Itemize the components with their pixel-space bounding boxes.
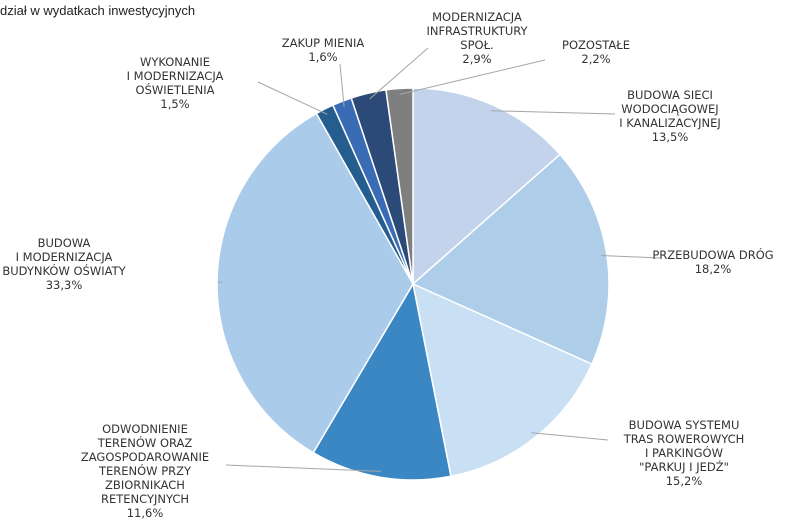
data-label: PRZEBUDOWA DRÓG 18,2%: [652, 248, 773, 276]
data-label: ODWODNIENIE TERENÓW ORAZ ZAGOSPODAROWANI…: [81, 422, 209, 520]
leader-line: [339, 63, 345, 107]
value-label: 2,2%: [581, 52, 611, 66]
pie-slice: [411, 282, 593, 478]
value-label: 13,5%: [651, 130, 689, 144]
chart-title: dział w wydatkach inwestycyjnych: [0, 3, 196, 18]
category-label: BUDOWA I MODERNIZACJA BUDYNKÓW OŚWIATY: [2, 236, 126, 278]
value-label: 15,2%: [665, 474, 703, 488]
category-label: POZOSTAŁE: [562, 38, 630, 52]
leader-line: [491, 110, 616, 115]
pie-slice: [312, 281, 452, 481]
data-label: BUDOWA SIECI WODOCIĄGOWEJ I KANALIZACYJN…: [619, 88, 721, 144]
leader-line: [600, 254, 661, 259]
leader-line: [225, 464, 381, 472]
leader-line: [531, 432, 609, 441]
category-label: ODWODNIENIE TERENÓW ORAZ ZAGOSPODAROWANI…: [80, 422, 210, 506]
leader-line: [399, 59, 546, 95]
data-label: WYKONANIE I MODERNIZACJA OŚWIETLENIA 1,5%: [127, 55, 224, 111]
category-label: WYKONANIE I MODERNIZACJA OŚWIETLENIA: [126, 55, 224, 97]
leader-line: [257, 81, 328, 115]
value-label: 1,5%: [160, 97, 190, 111]
data-label: POZOSTAŁE 2,2%: [562, 38, 630, 66]
data-label: BUDOWA SYSTEMU TRAS ROWEROWYCH I PARKING…: [624, 418, 745, 488]
value-label: 11,6%: [126, 506, 164, 520]
category-label: BUDOWA SIECI WODOCIĄGOWEJ I KANALIZACYJN…: [619, 88, 721, 130]
pie-slice: [411, 153, 610, 366]
category-label: BUDOWA SYSTEMU TRAS ROWEROWYCH I PARKING…: [623, 418, 745, 474]
data-label: MODERNIZACJA INFRASTRUKTURY SPOŁ. 2,9%: [426, 10, 527, 66]
data-label: BUDOWA I MODERNIZACJA BUDYNKÓW OŚWIATY 33…: [2, 236, 125, 292]
value-label: 33,3%: [45, 278, 83, 292]
leader-line: [369, 47, 429, 100]
category-label: ZAKUP MIENIA: [281, 36, 365, 50]
data-label: ZAKUP MIENIA 1,6%: [282, 36, 364, 64]
value-label: 18,2%: [694, 262, 732, 276]
category-label: PRZEBUDOWA DRÓG: [652, 248, 774, 262]
pie-slice: [385, 87, 414, 285]
value-label: 1,6%: [308, 50, 338, 64]
value-label: 2,9%: [462, 52, 492, 66]
category-label: MODERNIZACJA INFRASTRUKTURY SPOŁ.: [426, 10, 528, 52]
